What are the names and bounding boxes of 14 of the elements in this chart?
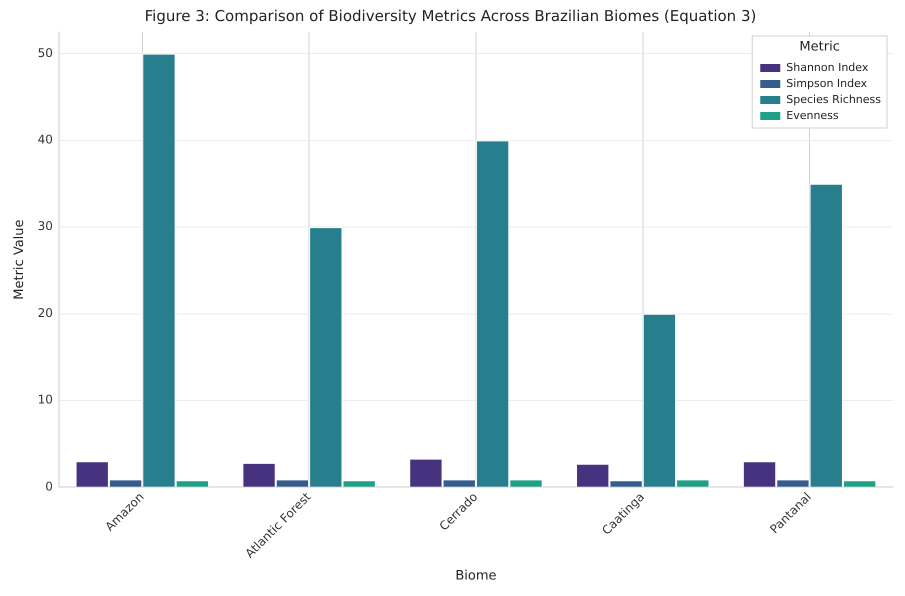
y-tick-label: 40 (38, 132, 53, 147)
legend-label: Shannon Index (786, 60, 869, 74)
legend-label: Evenness (786, 108, 839, 122)
chart-title: Figure 3: Comparison of Biodiversity Metrics Across Brazilian Biomes (Equation 3) (144, 6, 756, 25)
y-tick-label: 30 (38, 219, 53, 234)
y-tick-label: 50 (38, 46, 53, 60)
y-tick-label: 10 (38, 392, 53, 407)
legend-label: Species Richness (786, 92, 882, 106)
y-tick-label: 0 (45, 479, 53, 494)
x-axis-title: Biome (455, 568, 497, 584)
legend-title: Metric (799, 39, 840, 54)
y-tick-label: 20 (38, 306, 53, 320)
y-axis-title: Metric Value (12, 219, 28, 300)
legend-label: Simpson Index (786, 76, 868, 90)
